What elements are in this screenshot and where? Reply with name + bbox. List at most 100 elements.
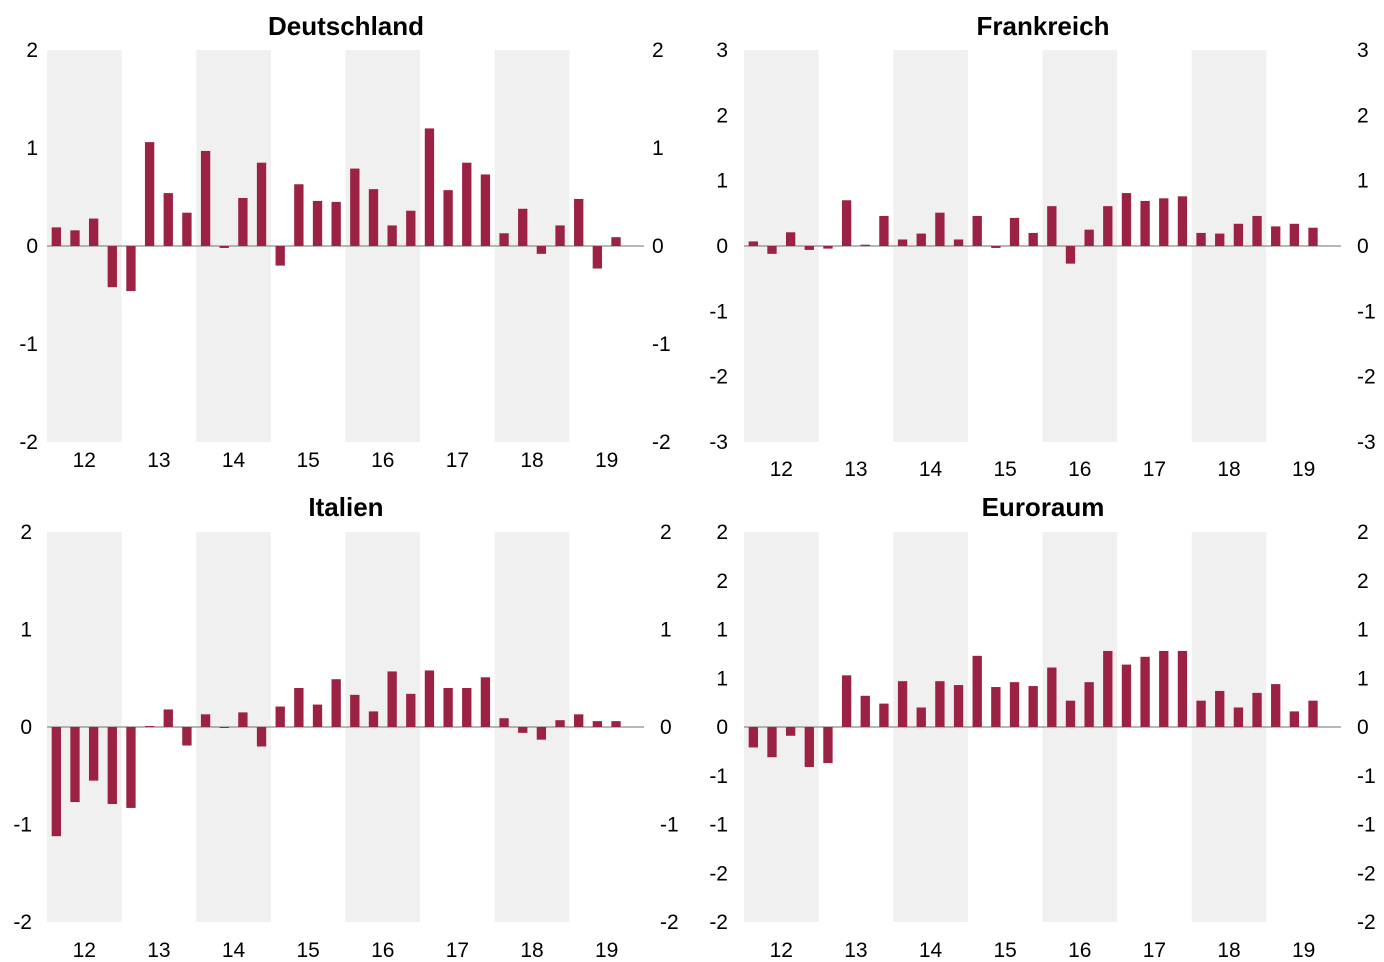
x-tick-label: 16 [371, 449, 394, 472]
y-tick-label-right: 0 [660, 716, 672, 739]
bar [200, 150, 211, 246]
y-tick-label-right: 2 [652, 39, 664, 62]
bar [1121, 664, 1132, 727]
bar [592, 721, 603, 727]
bar [88, 218, 99, 246]
bar [406, 210, 416, 246]
bar [574, 714, 584, 727]
bar [935, 212, 945, 246]
bar [748, 241, 758, 246]
y-tick-label-left: -1 [709, 814, 728, 837]
x-tick-label: 18 [1217, 458, 1240, 481]
y-tick-label-right: 0 [1357, 235, 1369, 258]
bar [1252, 215, 1262, 246]
x-tick-label: 15 [297, 449, 320, 472]
bar [424, 670, 435, 727]
bar [1103, 206, 1113, 246]
y-tick-label-right: 2 [1357, 104, 1369, 127]
y-tick-label-left: 2 [716, 104, 728, 127]
bar [200, 714, 211, 727]
chart-title: Frankreich [977, 11, 1110, 41]
y-tick-label-right: 0 [652, 235, 664, 258]
bar [1159, 650, 1169, 727]
chart-panel-2: Italien 2 2 1 1 0 0 -1 -1 -2 -2 12 13 14 15 16 17 18 19 [13, 492, 678, 962]
bar [1271, 684, 1281, 727]
y-tick-label-right: 1 [652, 137, 664, 160]
bar [238, 712, 248, 727]
y-tick-label-right: -1 [652, 333, 671, 356]
y-tick-label-left: 3 [716, 39, 728, 62]
bar [1271, 226, 1281, 246]
x-tick-label: 16 [371, 939, 394, 962]
bar [163, 193, 173, 246]
bar [368, 711, 379, 727]
x-tick-label: 13 [147, 449, 170, 472]
y-tick-label-right: -2 [1357, 366, 1376, 389]
x-tick-label: 19 [1292, 939, 1315, 962]
x-tick-label: 14 [919, 939, 943, 962]
bar [916, 707, 926, 727]
y-tick-label-left: 0 [716, 716, 728, 739]
x-tick-label: 15 [297, 939, 320, 962]
y-tick-label-right: 2 [660, 521, 672, 544]
bar [219, 727, 229, 728]
bar [860, 695, 870, 727]
bar [785, 727, 796, 736]
bar [1215, 690, 1225, 727]
y-tick-label-right: 1 [1357, 170, 1369, 193]
y-tick-label-left: 2 [716, 521, 728, 544]
y-tick-label-left: 1 [20, 619, 32, 642]
y-tick-label-right: 2 [1357, 521, 1369, 544]
x-tick-label: 12 [770, 939, 793, 962]
bar [88, 727, 99, 781]
bar [51, 727, 61, 837]
bar [1177, 650, 1188, 727]
y-tick-label-left: 2 [26, 39, 38, 62]
bar [256, 727, 267, 747]
bar [1233, 707, 1244, 727]
x-tick-label: 19 [1292, 458, 1315, 481]
y-tick-label-right: 1 [660, 619, 672, 642]
chart-panel-3: Euroraum 2 2 2 2 1 1 1 1 0 0 -1 -1 -1 -1 -2 -2 -2 -2 12 13 14… [709, 492, 1375, 962]
bar [935, 681, 945, 727]
bar [163, 709, 173, 727]
x-tick-label: 17 [446, 449, 469, 472]
bar [823, 246, 833, 249]
y-tick-label-right: -1 [1357, 814, 1376, 837]
x-tick-label: 14 [919, 458, 943, 481]
y-tick-label-right: -2 [660, 911, 679, 934]
bar [1196, 232, 1206, 246]
bar [767, 727, 777, 758]
bar [823, 727, 833, 764]
bar [499, 233, 509, 246]
y-tick-label-right: -1 [660, 814, 679, 837]
y-tick-label-left: 0 [20, 716, 32, 739]
x-tick-label: 14 [222, 449, 246, 472]
x-tick-label: 17 [1143, 458, 1166, 481]
bar [972, 655, 982, 727]
bar [785, 232, 796, 246]
bar [1159, 198, 1169, 246]
bar [350, 168, 360, 246]
y-tick-label-left: -3 [709, 431, 728, 454]
bar [126, 727, 136, 808]
bar [1028, 232, 1038, 246]
bar [350, 694, 360, 727]
x-tick-label: 18 [1217, 939, 1240, 962]
bar [972, 215, 982, 246]
chart-panel-1: Frankreich 3 3 2 2 1 1 0 0 -1 -1 -2 -2 -3 -3 12 13 14 15 16… [709, 11, 1375, 481]
bar [897, 681, 908, 727]
x-tick-label: 12 [770, 458, 793, 481]
bar [611, 721, 621, 727]
bar [462, 162, 472, 246]
bar [1140, 656, 1150, 727]
bar [144, 142, 155, 246]
bar [953, 685, 964, 727]
bar [860, 244, 870, 246]
x-tick-label: 19 [595, 939, 618, 962]
bar [443, 688, 453, 727]
x-tick-label: 14 [222, 939, 246, 962]
bar [294, 688, 304, 727]
x-tick-label: 12 [73, 939, 96, 962]
y-tick-label-right: -1 [1357, 765, 1376, 788]
